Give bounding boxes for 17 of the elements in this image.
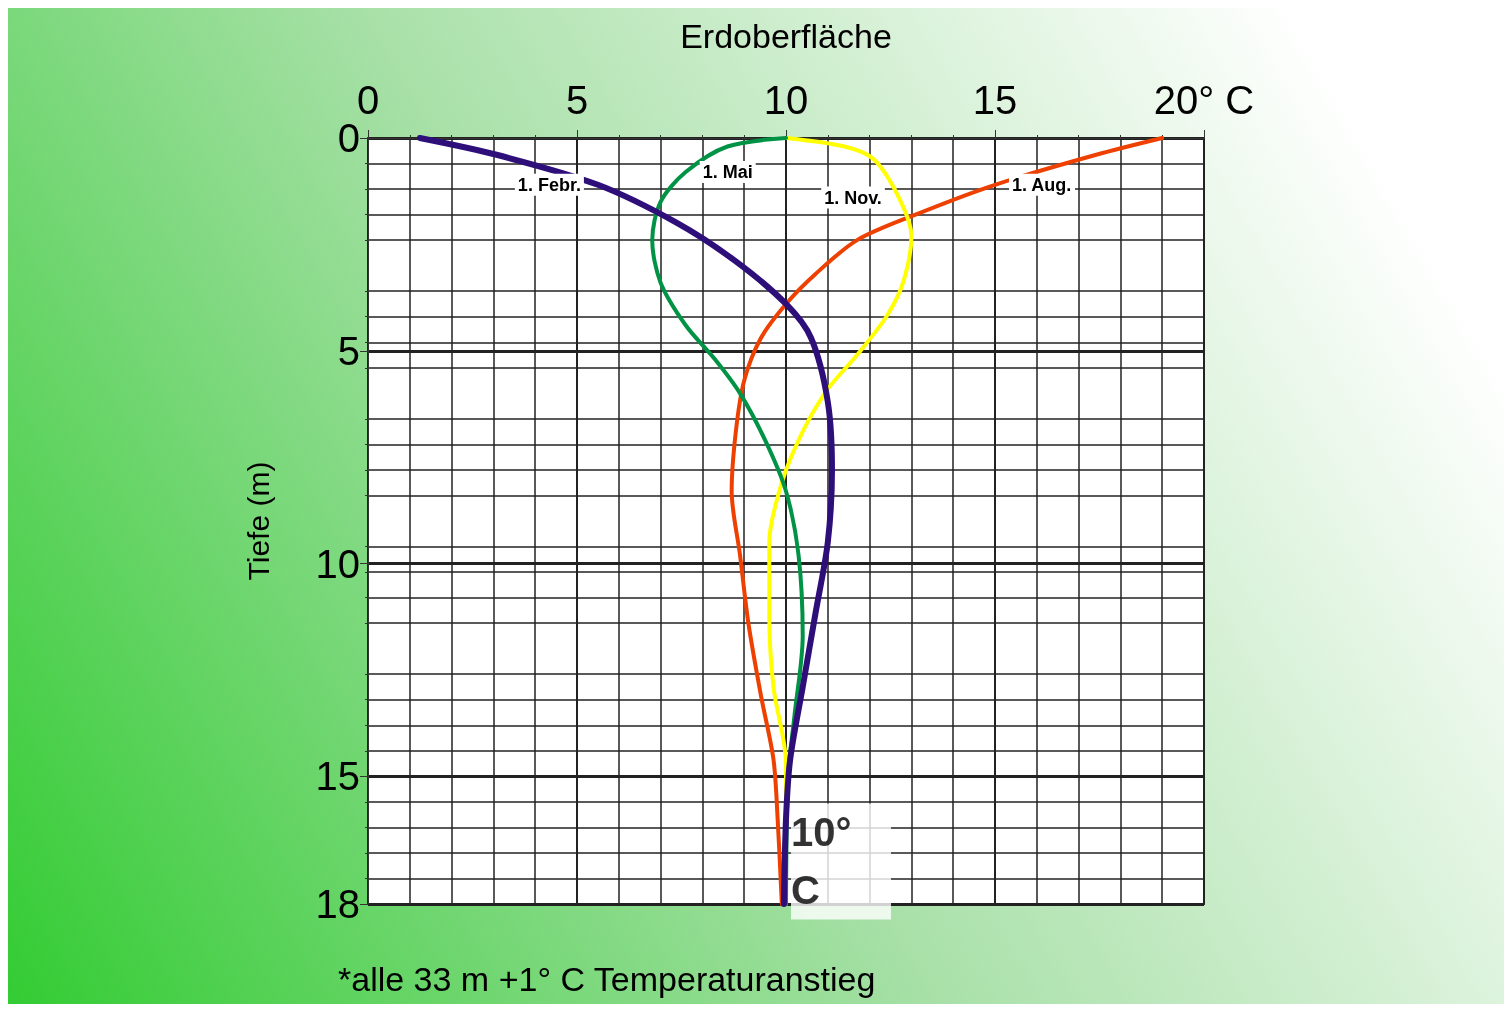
y-tick-label: 10 (315, 541, 360, 586)
y-tick-label: 5 (337, 328, 360, 373)
annotation: 10° C (791, 810, 863, 913)
x-tick-label: 5 (565, 78, 589, 122)
series-label: 1. Aug. (1012, 174, 1072, 195)
series-label: 1. Febr. (517, 174, 581, 195)
x-tick-label: 10 (763, 78, 809, 122)
x-tick-label: 15 (972, 78, 1018, 122)
series-label: 1. Mai (702, 162, 753, 183)
x-tick-label: 20° C (1153, 78, 1255, 122)
y-tick-label: 0 (337, 116, 360, 160)
text: *alle 33 m +1° C Temperaturanstieg (338, 960, 876, 998)
y-tick-label: 18 (315, 882, 360, 926)
x-axis-title: Erdoberfläche (680, 17, 892, 55)
y-axis-title: Tiefe (m) (241, 461, 275, 581)
series-label: 1. Nov. (824, 187, 882, 208)
y-tick-label: 15 (315, 754, 360, 799)
